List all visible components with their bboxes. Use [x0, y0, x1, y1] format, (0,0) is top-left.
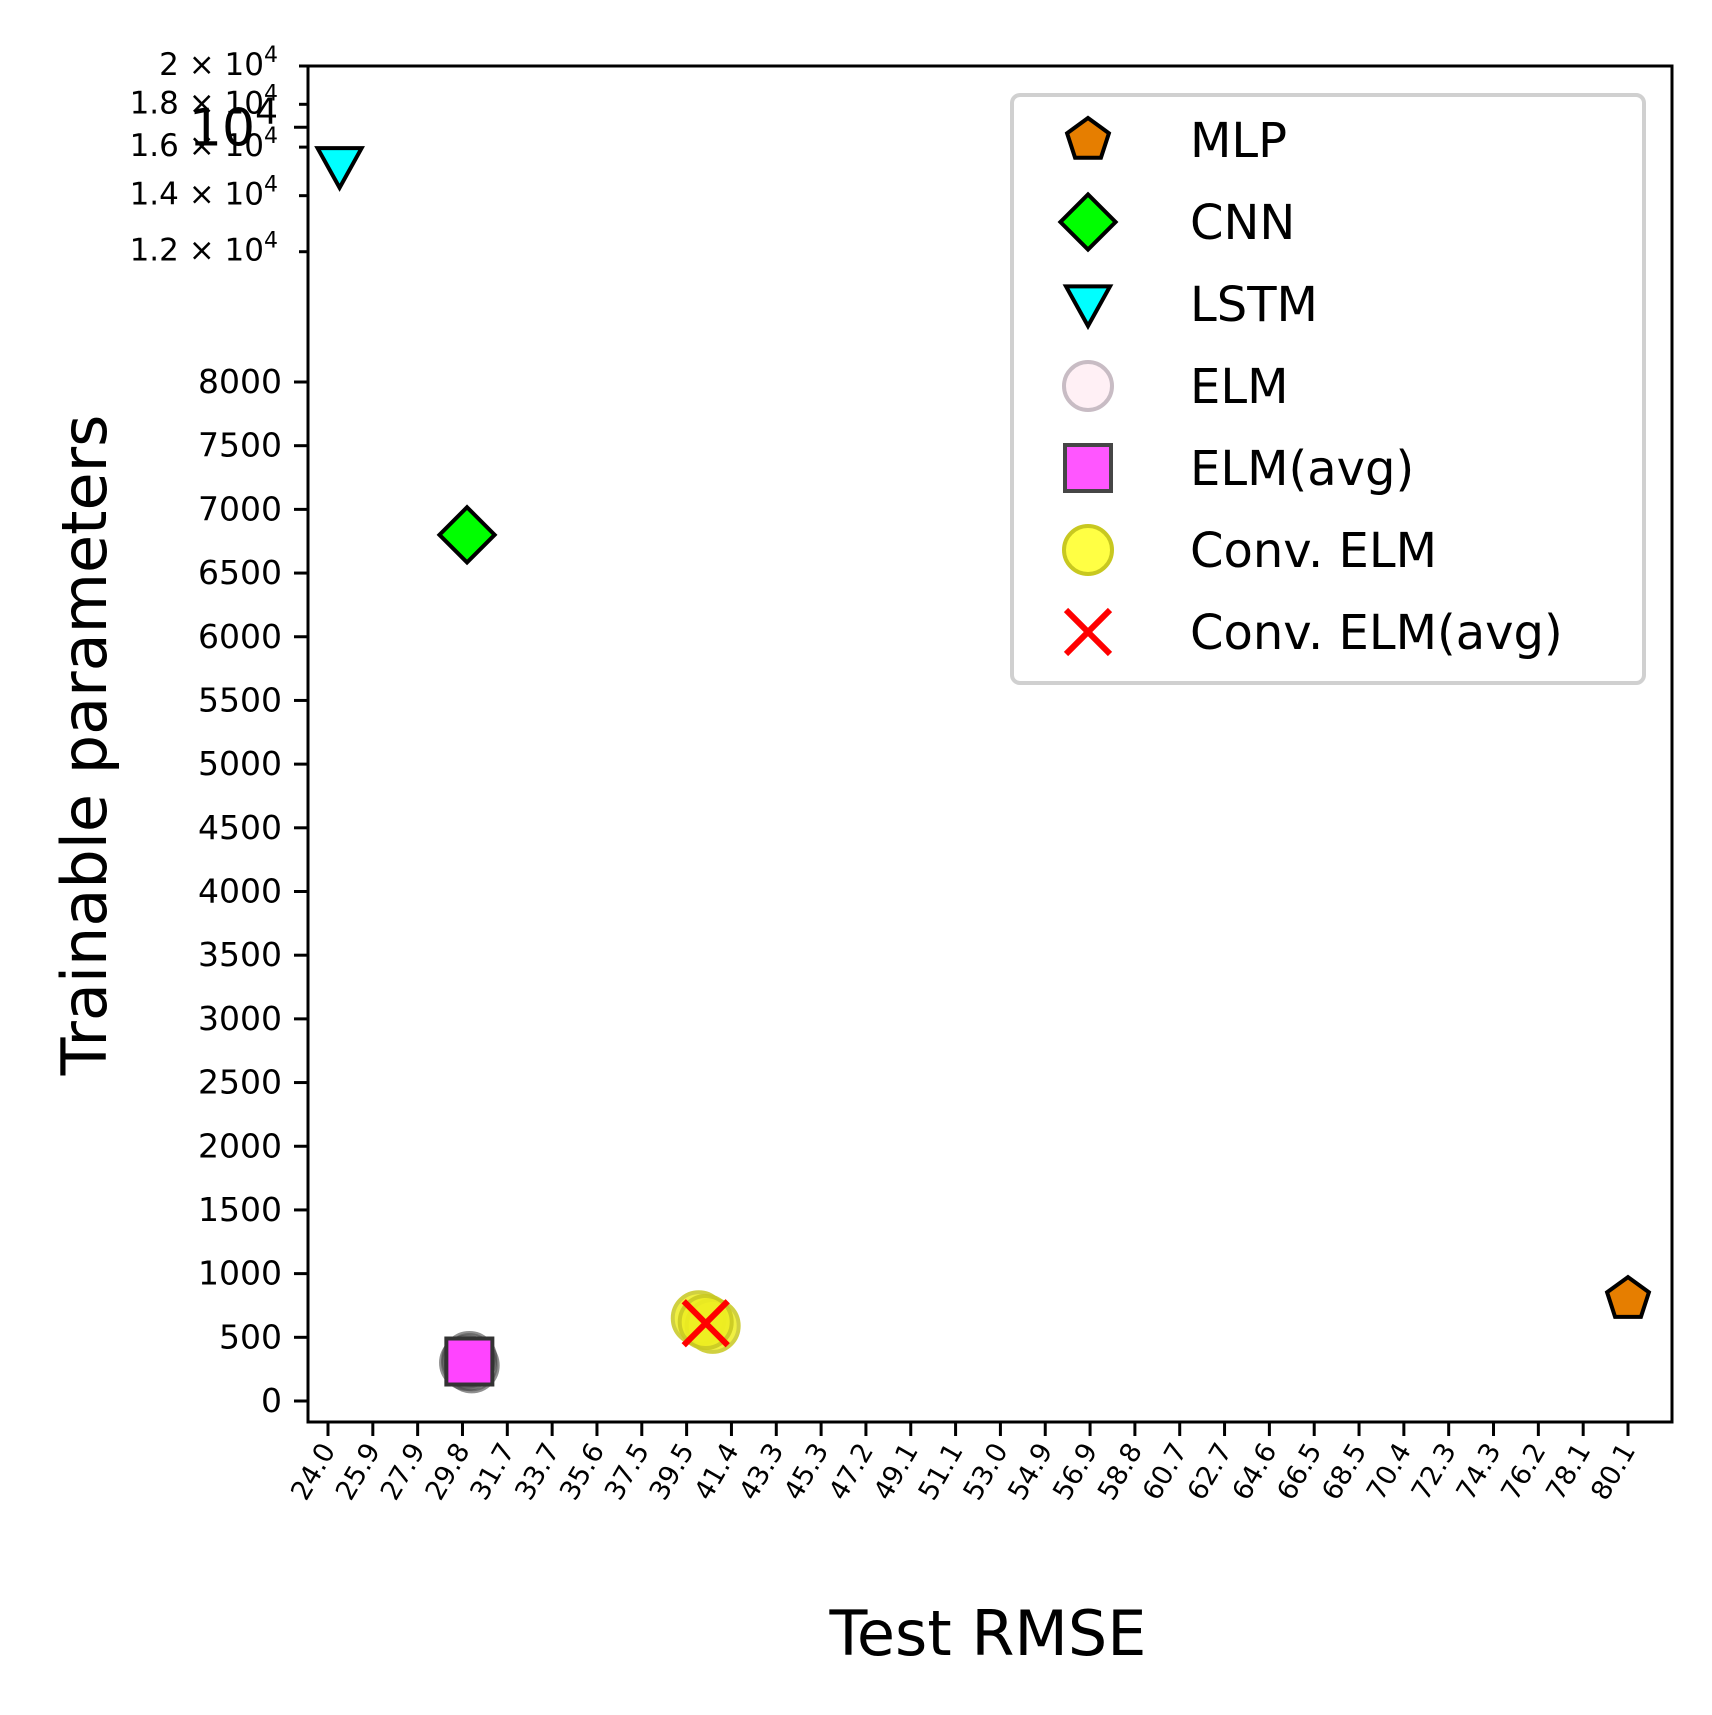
y-tick-label: 7000 [198, 489, 282, 528]
legend-marker-conv-elm [1062, 524, 1114, 576]
y-tick-label: 2 × 104 [159, 43, 278, 83]
legend-label-mlp: MLP [1190, 113, 1287, 169]
x-tick-label: 70.4 [1361, 1438, 1418, 1506]
y-tick-label: 3000 [198, 999, 282, 1038]
legend-marker-mlp [1064, 115, 1112, 160]
legend-marker-cnn [1057, 191, 1119, 253]
legend-marker-elm-avg [1063, 443, 1113, 493]
x-tick-label: 68.5 [1316, 1438, 1373, 1506]
y-tick-label: 1.8 × 104 [130, 81, 278, 121]
plot-frame [306, 64, 1674, 1424]
x-tick-label: 43.3 [733, 1438, 790, 1506]
y-tick-label: 500 [219, 1317, 282, 1356]
legend-label-elm: ELM [1190, 359, 1288, 415]
x-tick-label: 76.2 [1495, 1438, 1552, 1506]
y-tick-label: 3500 [198, 935, 282, 974]
x-tick-label: 47.2 [823, 1438, 880, 1506]
point-cnn [436, 504, 498, 566]
y-tick-label: 104 [189, 91, 278, 158]
x-tick-label: 27.9 [375, 1438, 432, 1506]
x-tick-label: 24.0 [285, 1438, 342, 1506]
plot-area [306, 64, 1674, 1424]
y-axis: 0 500 1000 1500 2000 2500 3000 3500 4000 4500 5000… [130, 43, 308, 1420]
x-tick-label: 41.4 [689, 1438, 746, 1506]
x-tick-label: 49.1 [868, 1438, 925, 1506]
x-tick-label: 25.9 [330, 1438, 387, 1506]
x-tick-label: 31.7 [464, 1438, 521, 1506]
legend-label-conv-elm-avg: Conv. ELM(avg) [1190, 605, 1563, 661]
x-tick-label: 39.5 [644, 1438, 701, 1506]
x-tick-label: 60.7 [1137, 1438, 1194, 1506]
x-tick-label: 78.1 [1540, 1438, 1597, 1506]
x-tick-label: 37.5 [599, 1438, 656, 1506]
y-tick-label: 2500 [198, 1063, 282, 1102]
y-tick-label: 1.6 × 104 [130, 124, 278, 164]
point-lstm [314, 146, 365, 192]
y-tick-label: 1.2 × 104 [130, 229, 278, 269]
point-mlp [1604, 1274, 1652, 1319]
x-tick-label: 51.1 [913, 1438, 970, 1506]
y-tick-label: 1.4 × 104 [130, 173, 278, 213]
x-tick-label: 74.3 [1451, 1438, 1508, 1506]
y-tick-label: 1000 [198, 1254, 282, 1293]
y-tick-label: 4000 [198, 872, 282, 911]
legend-marker-elm [1062, 360, 1114, 412]
y-axis-label: Trainable parameters [48, 415, 121, 1077]
y-tick-label: 6500 [198, 553, 282, 592]
y-tick-label: 2000 [198, 1126, 282, 1165]
x-tick-label: 58.8 [1092, 1438, 1149, 1506]
y-tick-label: 5500 [198, 680, 282, 719]
x-tick-label: 33.7 [509, 1438, 566, 1506]
data-points [314, 146, 1652, 1394]
legend-label-elm-avg: ELM(avg) [1190, 441, 1414, 497]
legend-label-lstm: LSTM [1190, 277, 1318, 333]
y-tick-label: 1500 [198, 1190, 282, 1229]
y-tick-label: 8000 [198, 362, 282, 401]
y-tick-label: 7500 [198, 426, 282, 465]
legend-marker-lstm [1062, 284, 1114, 331]
x-tick-label: 29.8 [420, 1438, 477, 1506]
legend-label-cnn: CNN [1190, 195, 1295, 251]
x-tick-label: 64.6 [1227, 1438, 1284, 1506]
legend-label-conv-elm: Conv. ELM [1190, 523, 1437, 579]
x-tick-label: 53.0 [958, 1438, 1015, 1506]
y-tick-label: 5000 [198, 744, 282, 783]
x-axis-label: Test RMSE [829, 1597, 1147, 1670]
x-tick-label: 56.9 [1047, 1438, 1104, 1506]
point-conv-elm-avg- [681, 1299, 730, 1348]
y-tick-label: 6000 [198, 617, 282, 656]
x-tick-label: 45.3 [778, 1438, 835, 1506]
y-tick-label: 0 [261, 1381, 282, 1420]
x-tick-label: 72.3 [1406, 1438, 1463, 1506]
x-tick-label: 80.1 [1585, 1438, 1642, 1506]
point-elm-avg- [444, 1336, 495, 1387]
x-tick-label: 35.6 [554, 1438, 611, 1506]
x-axis: 24.025.927.929.831.733.735.637.539.541.4… [285, 1422, 1642, 1506]
y-tick-label: 4500 [198, 808, 282, 847]
x-tick-label: 66.5 [1271, 1438, 1328, 1506]
x-tick-label: 62.7 [1182, 1438, 1239, 1506]
legend-box [1010, 93, 1646, 685]
legend-marker-conv-elm-avg [1063, 607, 1113, 657]
x-tick-label: 54.9 [1002, 1438, 1059, 1506]
legend: MLP CNN LSTM ELM ELM(avg) Conv. ELM Conv. ELM(… [1010, 93, 1646, 685]
